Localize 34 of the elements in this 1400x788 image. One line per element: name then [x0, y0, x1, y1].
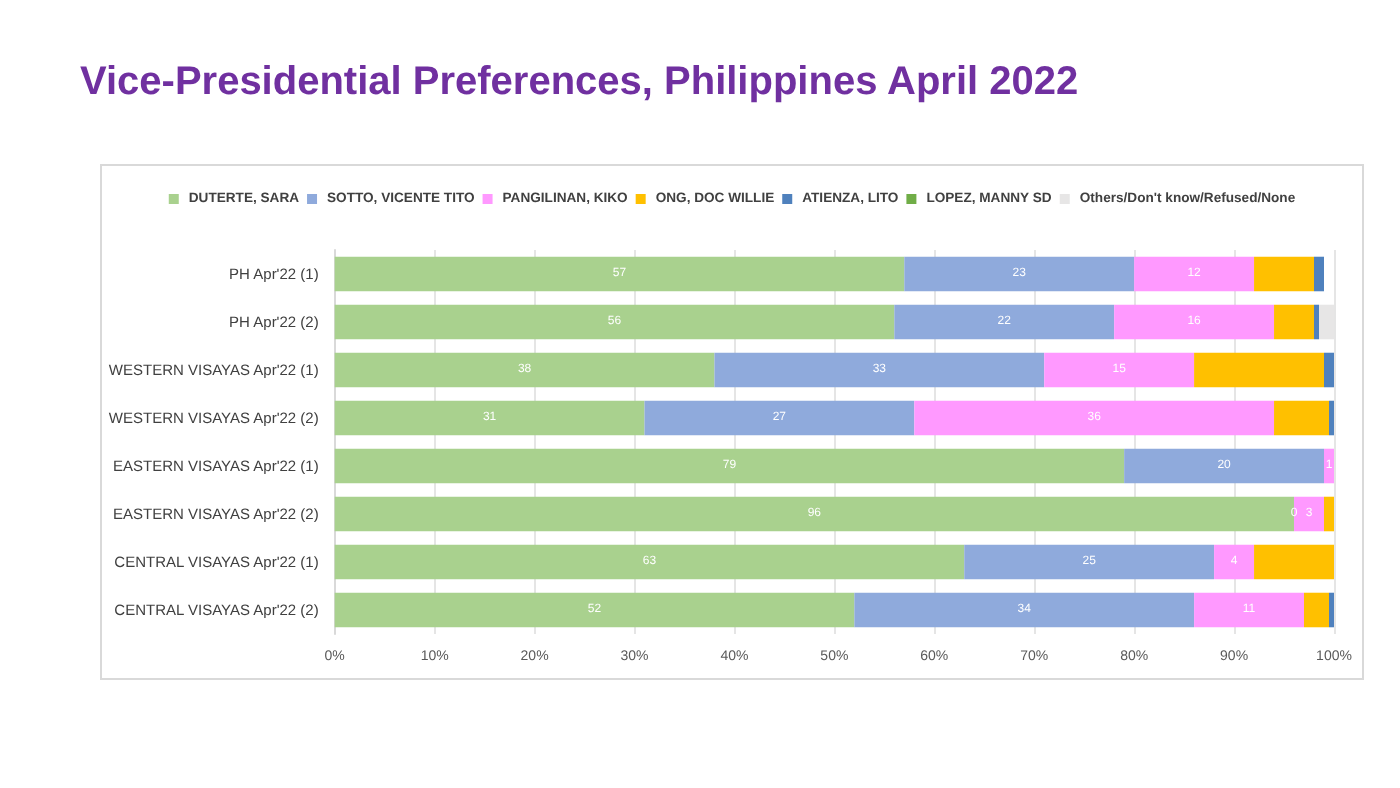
bar [334, 544, 965, 580]
bar [1314, 256, 1325, 292]
bar [334, 592, 855, 628]
bar [1114, 304, 1275, 340]
bar [334, 496, 1295, 532]
bar [1254, 256, 1315, 292]
bar [334, 400, 645, 436]
bar [334, 304, 895, 340]
bar [1294, 496, 1325, 532]
bar [914, 400, 1275, 436]
bar [904, 256, 1135, 292]
bar [644, 400, 915, 436]
bar [1194, 592, 1305, 628]
bar [854, 592, 1195, 628]
bar [334, 256, 905, 292]
bar [1254, 544, 1334, 580]
bar [1324, 496, 1334, 532]
bar [1124, 448, 1325, 484]
bar [334, 448, 1125, 484]
bar [714, 352, 1045, 388]
bar [334, 352, 715, 388]
bar [1274, 400, 1329, 436]
bar [1274, 304, 1315, 340]
chart-title: Vice-Presidential Preferences, Philippines April 2022 [80, 60, 1079, 106]
bar [1324, 448, 1334, 484]
bar [1324, 352, 1334, 388]
bar [1044, 352, 1195, 388]
bar [1214, 544, 1255, 580]
bar [1194, 352, 1325, 388]
bar [894, 304, 1115, 340]
bar [1304, 592, 1329, 628]
bar [1134, 256, 1255, 292]
bar [1314, 304, 1320, 340]
bar [964, 544, 1215, 580]
